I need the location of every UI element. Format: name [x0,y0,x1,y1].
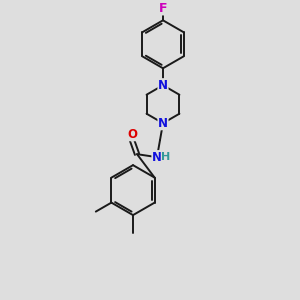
Text: H: H [161,152,171,162]
Text: N: N [152,151,162,164]
Text: N: N [158,79,168,92]
Text: F: F [159,2,167,15]
Text: N: N [158,117,168,130]
Text: O: O [127,128,137,141]
